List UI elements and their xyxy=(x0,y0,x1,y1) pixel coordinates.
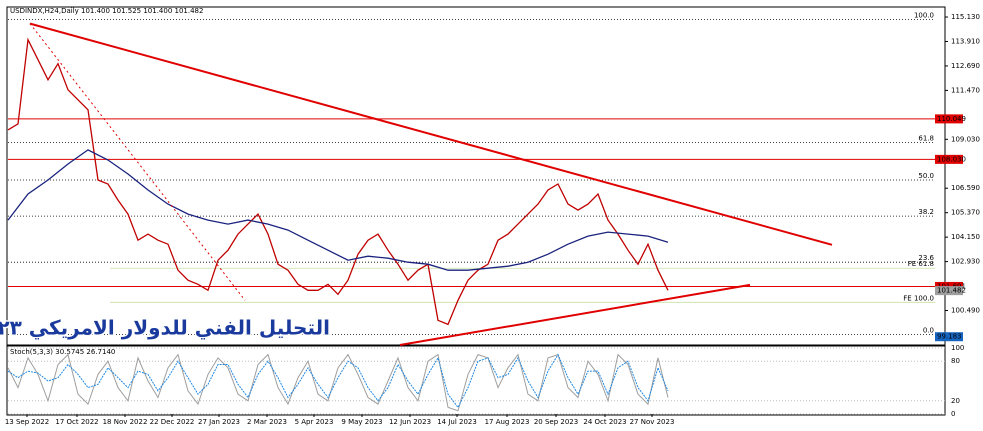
price-tag xyxy=(935,154,963,164)
x-tick-label: 12 Jun 2023 xyxy=(389,418,431,426)
y-tick-label: 113.910 xyxy=(951,37,980,45)
price-tag xyxy=(935,114,963,124)
y-tick-label: 115.130 xyxy=(951,13,980,21)
price-tag-label: 110.049 xyxy=(937,115,966,123)
stoch-line xyxy=(7,353,669,409)
x-tick-label: 27 Nov 2023 xyxy=(630,418,675,426)
x-tick-label: 2 Mar 2023 xyxy=(247,418,287,426)
stoch-tick-label: 20 xyxy=(951,397,960,405)
fe-label: FE 61.8 xyxy=(908,260,934,268)
annotation: التحليل الفني للدولار الامريكي ٢٣/١٢/٢٠٢… xyxy=(0,316,330,341)
stoch-label: Stoch(5,3,3) 30.5745 26.7140 xyxy=(10,348,115,356)
x-tick-label: 9 May 2023 xyxy=(341,418,382,426)
x-tick-label: 24 Oct 2023 xyxy=(583,418,626,426)
x-tick-label: 5 Apr 2023 xyxy=(295,418,334,426)
price-line xyxy=(7,37,669,326)
fe-label: FE 100.0 xyxy=(903,294,934,302)
x-tick-label: 17 Aug 2023 xyxy=(485,418,530,426)
price-tag-label: 108.030 xyxy=(937,155,966,163)
y-tick-label: 105.370 xyxy=(951,209,980,217)
trendline xyxy=(399,283,751,346)
trendline xyxy=(29,23,246,301)
fib-label: 50.0 xyxy=(918,172,934,180)
fib-label: 38.2 xyxy=(918,208,934,216)
x-tick-label: 22 Dec 2022 xyxy=(150,418,195,426)
stoch-tick-label: 0 xyxy=(951,410,955,418)
y-tick-label: 102.930 xyxy=(951,258,980,266)
y-tick-label: 104.150 xyxy=(951,233,980,241)
price-tag-label: 99.183 xyxy=(937,333,962,341)
x-tick-label: 14 Jul 2023 xyxy=(437,418,477,426)
fib-label: 0.0 xyxy=(923,326,934,334)
y-tick-label: 109.030 xyxy=(951,135,980,143)
fib-label: 23.6 xyxy=(918,254,934,262)
x-tick-label: 13 Sep 2022 xyxy=(5,418,49,426)
x-tick-label: 27 Jan 2023 xyxy=(198,418,240,426)
y-tick-label: 112.690 xyxy=(951,62,980,70)
price-tag xyxy=(935,332,963,342)
fib-label: 100.0 xyxy=(914,12,934,20)
x-tick-label: 20 Sep 2023 xyxy=(534,418,578,426)
price-tag xyxy=(935,286,963,296)
x-tick-label: 18 Nov 2022 xyxy=(103,418,148,426)
trendline xyxy=(29,22,833,246)
y-tick-label: 100.490 xyxy=(951,307,980,315)
chart-header: USDINDX,H24,Daily 101.400 101.525 101.40… xyxy=(10,7,203,15)
price-tag-label: 101.482 xyxy=(937,287,966,295)
plot-frame xyxy=(6,6,946,416)
stoch-tick-label: 80 xyxy=(951,357,960,365)
x-tick-label: 17 Oct 2022 xyxy=(55,418,98,426)
fib-label: 61.8 xyxy=(918,135,934,143)
y-tick-label: 111.470 xyxy=(951,86,980,94)
y-tick-label: 106.590 xyxy=(951,184,980,192)
price-line xyxy=(7,149,669,271)
stoch-tick-label: 100 xyxy=(951,344,964,352)
